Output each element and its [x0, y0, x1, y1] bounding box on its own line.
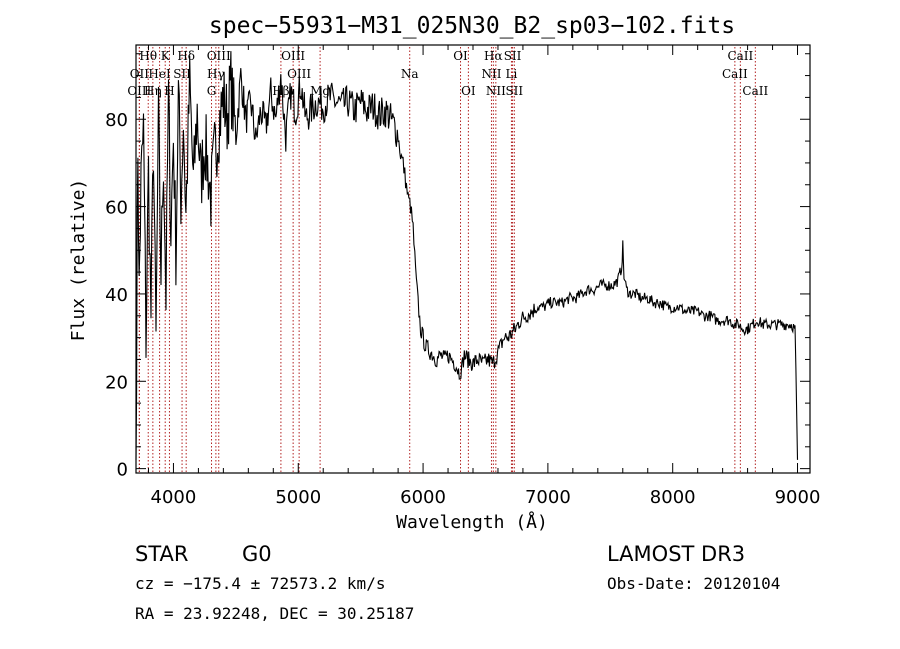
- spectral-line-label-26: SII: [505, 84, 523, 98]
- coordinates: RA = 23.92248, DEC = 30.25187: [135, 604, 414, 623]
- spectral-line-label-20: H: [164, 84, 174, 98]
- spectral-line-label-18: OIII: [127, 84, 151, 98]
- y-tick-label-2: 40: [105, 285, 128, 306]
- spectral-line-label-25: NII: [486, 84, 506, 98]
- spectral-line-label-8: CaII: [727, 49, 753, 63]
- plot-frame: [135, 44, 811, 474]
- redshift-text: cz = −175.4 ± 72573.2 km/s: [135, 574, 385, 593]
- spectral-line-label-6: Hα: [484, 49, 503, 63]
- obs-date: Obs-Date: 20120104: [607, 574, 780, 593]
- y-axis-label: Flux (relative): [68, 179, 89, 342]
- spectral-line-label-0: Hθ: [139, 49, 157, 63]
- spectral-line-label-9: OII: [130, 67, 150, 81]
- spectral-line-label-5: OI: [453, 49, 468, 63]
- spectral-line-label-21: G: [207, 84, 217, 98]
- spectral-line-label-27: CaII: [742, 84, 768, 98]
- spectral-line-label-12: Hγ: [207, 67, 225, 81]
- y-tick-label-1: 20: [105, 372, 128, 393]
- spectral-line-label-4: OIII: [281, 49, 305, 63]
- spectral-line-label-2: Hδ: [177, 49, 195, 63]
- object-class: STAR: [135, 542, 188, 566]
- y-tick-label-0: 0: [117, 460, 128, 481]
- x-tick-label-5: 9000: [775, 487, 821, 508]
- y-tick-label-3: 60: [105, 198, 128, 219]
- x-axis-ticks: 4000 5000 6000 7000 8000 9000: [147, 45, 821, 508]
- y-tick-label-4: 80: [105, 110, 128, 131]
- x-axis-label: Wavelength (Å): [396, 511, 548, 533]
- spectral-line-label-1: K: [161, 49, 171, 63]
- spectral-line-label-16: Li: [506, 67, 518, 81]
- spectral-line-label-11: SII: [173, 67, 191, 81]
- survey-name: LAMOST DR3: [607, 542, 745, 566]
- x-tick-label-3: 7000: [525, 487, 571, 508]
- spectral-line-label-19: Hη: [144, 84, 162, 98]
- spectrum-series-line: [135, 51, 799, 460]
- spectral-line-label-3: OIII: [207, 49, 231, 63]
- spectral-line-label-14: Na: [401, 67, 419, 81]
- spectral-line-label-13: OIII: [287, 67, 311, 81]
- y-axis-ticks: 0 20 40 60 80: [105, 53, 810, 481]
- x-tick-label-4: 8000: [650, 487, 696, 508]
- spectral-line-label-10: HeI: [148, 67, 171, 81]
- object-subclass: G0: [242, 542, 272, 566]
- x-tick-label-2: 6000: [400, 487, 446, 508]
- spectral-line-label-7: SII: [504, 49, 522, 63]
- x-tick-label-0: 4000: [151, 487, 197, 508]
- spectral-line-label-17: CaII: [722, 67, 748, 81]
- x-tick-label-1: 5000: [275, 487, 321, 508]
- spectral-line-label-15: NII: [481, 67, 501, 81]
- chart-title: spec−55931−M31_025N30_B2_sp03−102.fits: [209, 13, 735, 39]
- spectral-line-label-24: OI: [461, 84, 476, 98]
